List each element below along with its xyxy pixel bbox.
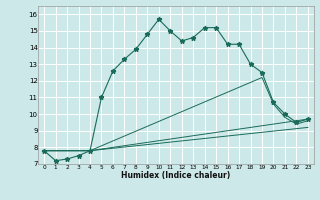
X-axis label: Humidex (Indice chaleur): Humidex (Indice chaleur) [121,171,231,180]
